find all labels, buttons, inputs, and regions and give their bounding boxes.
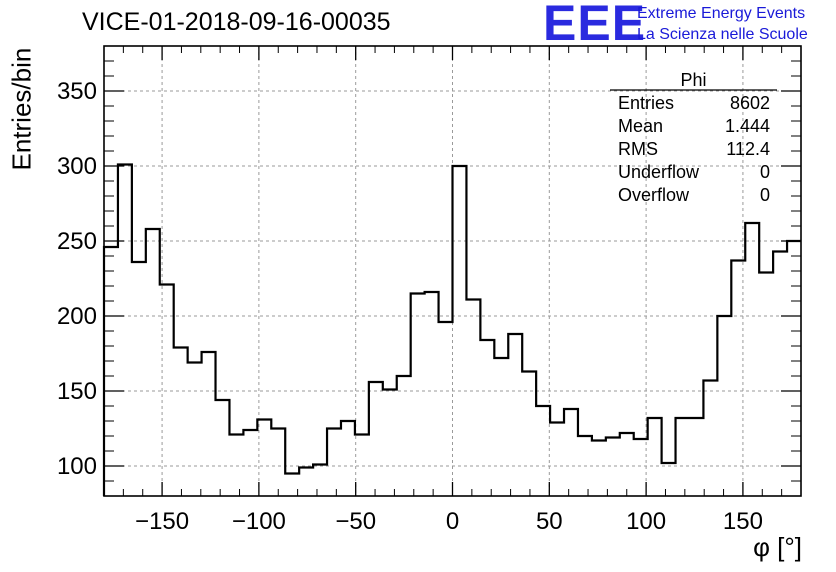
stats-value: 0 bbox=[759, 162, 770, 182]
stats-title: Phi bbox=[680, 70, 707, 90]
x-tick-label: −50 bbox=[335, 508, 376, 535]
y-tick-label: 100 bbox=[57, 453, 97, 480]
stats-row-mean: Mean 1.444 bbox=[618, 116, 770, 137]
stats-row-rms: RMS 112.4 bbox=[618, 139, 770, 160]
x-tick-label: 150 bbox=[723, 508, 763, 535]
y-tick-label: 150 bbox=[57, 378, 97, 405]
eee-logo: EEE bbox=[543, 0, 647, 51]
stats-label: Overflow bbox=[618, 185, 690, 205]
x-tick-label: 100 bbox=[626, 508, 666, 535]
y-axis-label: Entries/bin bbox=[6, 47, 37, 171]
x-tick-label: −100 bbox=[232, 508, 286, 535]
stats-label: Mean bbox=[618, 116, 664, 136]
y-tick-label: 200 bbox=[57, 303, 97, 330]
y-tick-label: 350 bbox=[57, 78, 97, 105]
chart-title: VICE-01-2018-09-16-00035 bbox=[82, 8, 391, 36]
logo-caption: Extreme Energy Events La Scienza nelle S… bbox=[637, 3, 808, 45]
y-tick-labels: 100 150 200 250 300 350 bbox=[57, 78, 97, 480]
x-tick-labels: −150 −100 −50 0 50 100 150 bbox=[135, 508, 763, 535]
stats-value: 0 bbox=[759, 185, 770, 205]
stats-row-underflow: Underflow 0 bbox=[618, 162, 770, 183]
stats-label: Underflow bbox=[618, 162, 700, 182]
y-tick-label: 250 bbox=[57, 228, 97, 255]
stats-row-overflow: Overflow 0 bbox=[618, 185, 770, 206]
stats-label: Entries bbox=[618, 93, 675, 113]
stats-row-entries: Entries 8602 bbox=[618, 93, 770, 114]
x-tick-label: 50 bbox=[536, 508, 563, 535]
stats-label: RMS bbox=[618, 139, 658, 159]
y-tick-label: 300 bbox=[57, 153, 97, 180]
stats-value: 112.4 bbox=[726, 139, 770, 159]
x-axis-label: φ [°] bbox=[753, 532, 802, 562]
stats-value: 1.444 bbox=[724, 116, 770, 136]
axes bbox=[103, 45, 802, 497]
logo-caption-line-1: Extreme Energy Events bbox=[637, 5, 806, 22]
logo-caption-line-2: La Scienza nelle Scuole bbox=[637, 26, 808, 43]
histogram-series-line bbox=[102, 163, 801, 496]
x-tick-label: −150 bbox=[135, 508, 189, 535]
stats-value: 8602 bbox=[729, 93, 770, 113]
x-tick-label: 0 bbox=[446, 508, 459, 535]
